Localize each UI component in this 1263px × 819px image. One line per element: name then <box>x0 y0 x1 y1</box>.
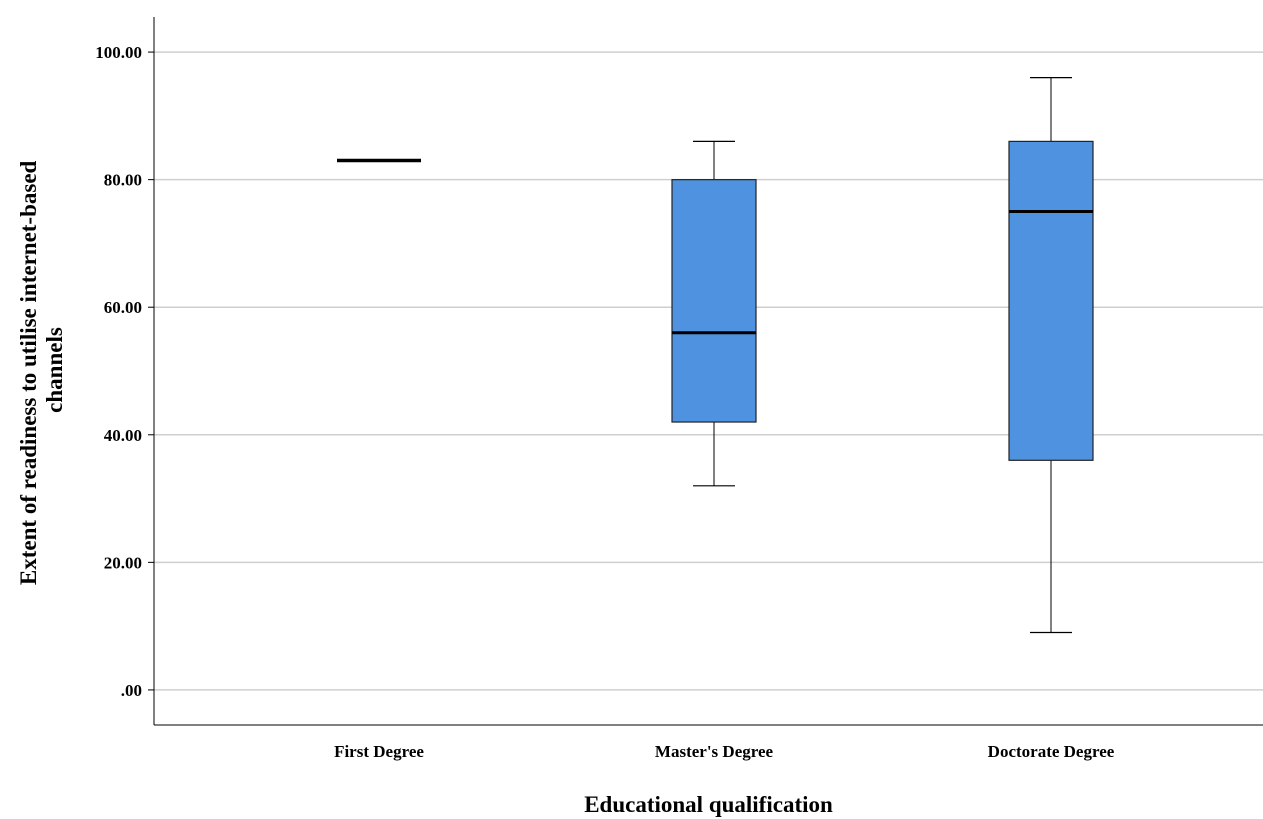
y-tick-label: 20.00 <box>104 553 142 572</box>
x-tick-label: Master's Degree <box>655 742 774 761</box>
y-axis-title: Extent of readiness to utilise internet-… <box>16 155 67 585</box>
boxes <box>337 76 1094 634</box>
box-master-s-degree <box>671 140 757 487</box>
y-axis-title-line-2: channels <box>42 327 67 413</box>
x-tick-labels: First Degree Master's Degree Doctorate Deg… <box>334 742 1115 761</box>
y-tick-label: 100.00 <box>95 43 142 62</box>
y-tick-label: 40.00 <box>104 426 142 445</box>
iqr-box <box>1008 140 1094 461</box>
x-tick-label: First Degree <box>334 742 424 761</box>
x-tick-label: Doctorate Degree <box>988 742 1115 761</box>
y-tick-labels: .00 20.00 40.00 60.00 80.00 100.00 <box>95 43 142 700</box>
y-tick-label: 60.00 <box>104 298 142 317</box>
y-tick-label: .00 <box>121 681 142 700</box>
box-doctorate-degree <box>1008 76 1094 634</box>
y-tick-label: 80.00 <box>104 171 142 190</box>
iqr-box <box>671 179 757 423</box>
y-axis-title-line-1: Extent of readiness to utilise internet-… <box>16 160 41 585</box>
x-axis-title: Educational qualification <box>584 792 833 817</box>
